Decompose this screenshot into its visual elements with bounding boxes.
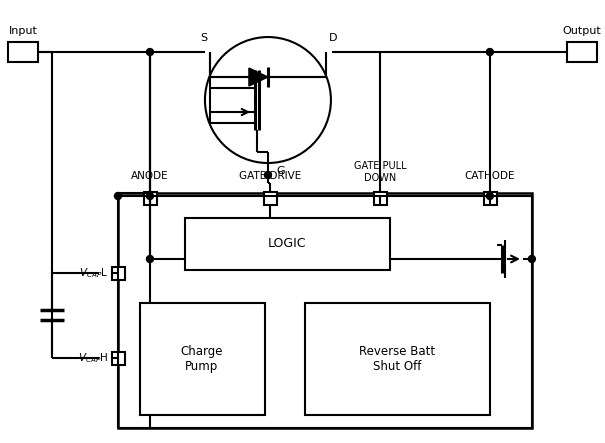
Circle shape	[146, 193, 154, 199]
Text: $V_{CAP}$L: $V_{CAP}$L	[79, 266, 109, 280]
Bar	[112, 267, 125, 280]
Bar	[144, 192, 157, 205]
Text: Reverse Batt
Shut Off: Reverse Batt Shut Off	[359, 345, 435, 373]
Text: $V_{CAP}$H: $V_{CAP}$H	[79, 351, 109, 365]
Text: D: D	[329, 33, 338, 43]
Text: S: S	[200, 33, 207, 43]
Text: GATE PULL
DOWN: GATE PULL DOWN	[353, 161, 406, 183]
Text: G: G	[276, 166, 284, 176]
Circle shape	[528, 256, 535, 263]
Circle shape	[146, 49, 154, 55]
Text: CATHODE: CATHODE	[465, 171, 515, 181]
Text: LOGIC: LOGIC	[267, 237, 306, 250]
Text: Input: Input	[8, 26, 38, 36]
Text: Charge
Pump: Charge Pump	[181, 345, 223, 373]
Bar	[185, 218, 390, 270]
Bar	[567, 42, 597, 62]
Bar	[8, 42, 38, 62]
Circle shape	[146, 256, 154, 263]
Bar	[118, 193, 532, 428]
Bar	[140, 303, 265, 415]
Bar	[112, 352, 125, 365]
Circle shape	[486, 49, 493, 55]
Polygon shape	[249, 68, 268, 86]
Circle shape	[486, 193, 493, 199]
Text: Output: Output	[563, 26, 601, 36]
Text: GATE DRIVE: GATE DRIVE	[239, 171, 301, 181]
Bar	[484, 192, 497, 205]
Text: ANODE: ANODE	[131, 171, 169, 181]
Bar	[374, 192, 387, 205]
Circle shape	[114, 193, 122, 199]
Bar	[264, 192, 277, 205]
Circle shape	[264, 171, 272, 179]
Bar	[305, 303, 490, 415]
